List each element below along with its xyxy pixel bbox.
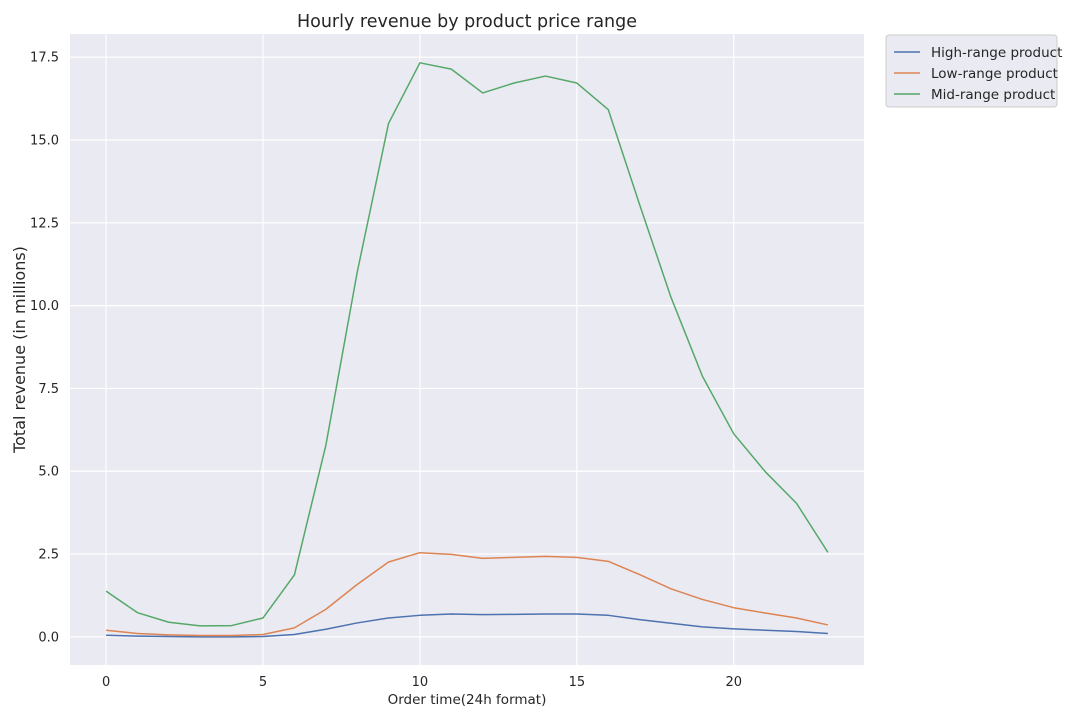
- plot-background: [70, 34, 864, 665]
- y-tick-label: 10.0: [30, 299, 59, 314]
- x-tick-label: 0: [102, 675, 110, 690]
- y-tick-label: 2.5: [38, 548, 59, 563]
- legend-box: [885, 34, 1058, 108]
- x-tick-label: 15: [569, 675, 586, 690]
- y-axis-label: Total revenue (in millions): [10, 246, 29, 454]
- y-tick-label: 7.5: [38, 382, 59, 397]
- legend-label: Low-range product: [931, 66, 1058, 82]
- legend-label: High-range product: [931, 45, 1062, 61]
- series-lines: [105, 62, 829, 638]
- x-tick-labels: 0 5 10 15 20: [102, 675, 742, 690]
- chart-title: Hourly revenue by product price range: [297, 12, 637, 32]
- legend: High-range product Low-range product Mid-r…: [885, 34, 1062, 108]
- y-tick-label: 5.0: [38, 465, 59, 480]
- series-line-0: [106, 613, 828, 638]
- y-tick-labels: 0.0 2.5 5.0 7.5 10.0 12.5 15.0 17.5: [30, 51, 59, 646]
- y-tick-label: 0.0: [38, 630, 59, 645]
- y-tick-label: 17.5: [30, 51, 59, 66]
- y-tick-label: 12.5: [30, 216, 59, 231]
- series-line-2: [105, 62, 829, 627]
- x-tick-label: 20: [725, 675, 742, 690]
- series-line-1: [106, 551, 829, 637]
- x-axis-label: Order time(24h format): [388, 692, 547, 708]
- legend-label: Mid-range product: [931, 87, 1055, 103]
- x-tick-label: 10: [412, 675, 429, 690]
- x-tick-label: 5: [259, 675, 267, 690]
- y-tick-label: 15.0: [30, 133, 59, 148]
